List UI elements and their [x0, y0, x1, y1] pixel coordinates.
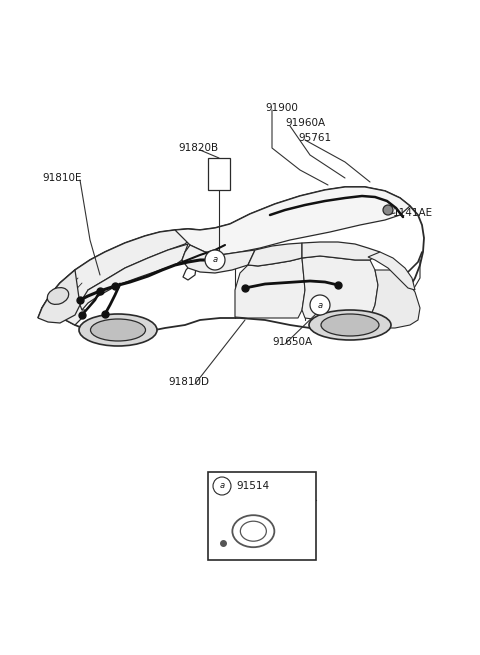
Text: 91650A: 91650A [272, 337, 312, 347]
Polygon shape [248, 243, 302, 266]
Text: 91810E: 91810E [42, 173, 82, 183]
Polygon shape [345, 270, 420, 328]
Circle shape [310, 295, 330, 315]
Text: a: a [213, 255, 217, 265]
Polygon shape [302, 242, 380, 260]
Circle shape [205, 250, 225, 270]
Ellipse shape [91, 319, 145, 341]
Polygon shape [368, 252, 415, 290]
Text: 95761: 95761 [298, 133, 331, 143]
Text: 91820B: 91820B [178, 143, 218, 153]
Polygon shape [42, 229, 200, 325]
Polygon shape [302, 256, 378, 320]
Circle shape [213, 477, 231, 495]
Ellipse shape [79, 314, 157, 346]
Ellipse shape [48, 288, 69, 305]
Polygon shape [235, 258, 305, 318]
Bar [208, 472, 316, 560]
Text: 91900: 91900 [265, 103, 298, 113]
Ellipse shape [309, 310, 391, 340]
Text: a: a [317, 301, 323, 310]
Polygon shape [80, 244, 188, 310]
Ellipse shape [321, 314, 379, 336]
Circle shape [383, 205, 393, 215]
Bar [208, 158, 230, 190]
Polygon shape [182, 245, 255, 273]
Text: 91960A: 91960A [285, 118, 325, 128]
Text: 91810D: 91810D [168, 377, 209, 387]
Text: 91514: 91514 [236, 481, 269, 491]
Text: 1141AE: 1141AE [393, 208, 433, 218]
Polygon shape [175, 187, 410, 255]
Text: a: a [219, 481, 225, 491]
Polygon shape [38, 270, 80, 323]
